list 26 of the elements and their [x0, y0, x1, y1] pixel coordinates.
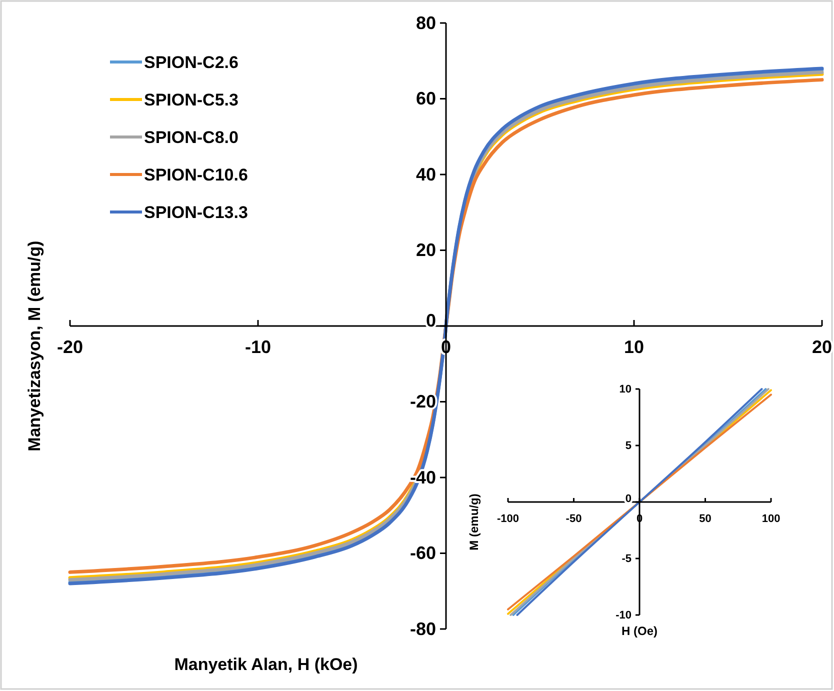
x-tick-label: -10 — [244, 336, 272, 357]
y-tick-label: 60 — [416, 88, 436, 109]
y-tick-label: 5 — [625, 440, 632, 452]
legend-label: SPION-C13.3 — [144, 203, 248, 222]
legend-label: SPION-C2.6 — [144, 53, 238, 72]
y-tick-label: -60 — [410, 543, 436, 564]
x-tick-label: -100 — [496, 512, 520, 525]
legend-label: SPION-C5.3 — [144, 90, 238, 110]
legend-label: SPION-C10.6 — [144, 166, 248, 184]
y-tick-label: 20 — [416, 240, 436, 260]
y-axis-title: Manyetizasyon, M (emu/g) — [25, 240, 44, 452]
x-axis-title: H (Oe) — [622, 624, 658, 638]
y-tick-label: -10 — [616, 610, 632, 622]
y-axis-title: M (emu/g) — [467, 494, 481, 550]
y-tick-label: 10 — [619, 384, 632, 396]
x-tick-label: -20 — [56, 336, 84, 357]
legend-label: SPION-C8.0 — [144, 128, 238, 147]
y-tick-label: 40 — [416, 164, 436, 184]
y-tick-label: 80 — [416, 12, 436, 33]
x-axis-title: Manyetik Alan, H (kOe) — [174, 655, 358, 674]
x-tick-label: -50 — [566, 512, 582, 525]
x-tick-label: 20 — [812, 336, 832, 357]
x-tick-label: 100 — [762, 512, 780, 525]
x-tick-label: 50 — [699, 512, 712, 525]
y-tick-label: -80 — [410, 618, 436, 639]
y-tick-label: -5 — [622, 553, 632, 566]
